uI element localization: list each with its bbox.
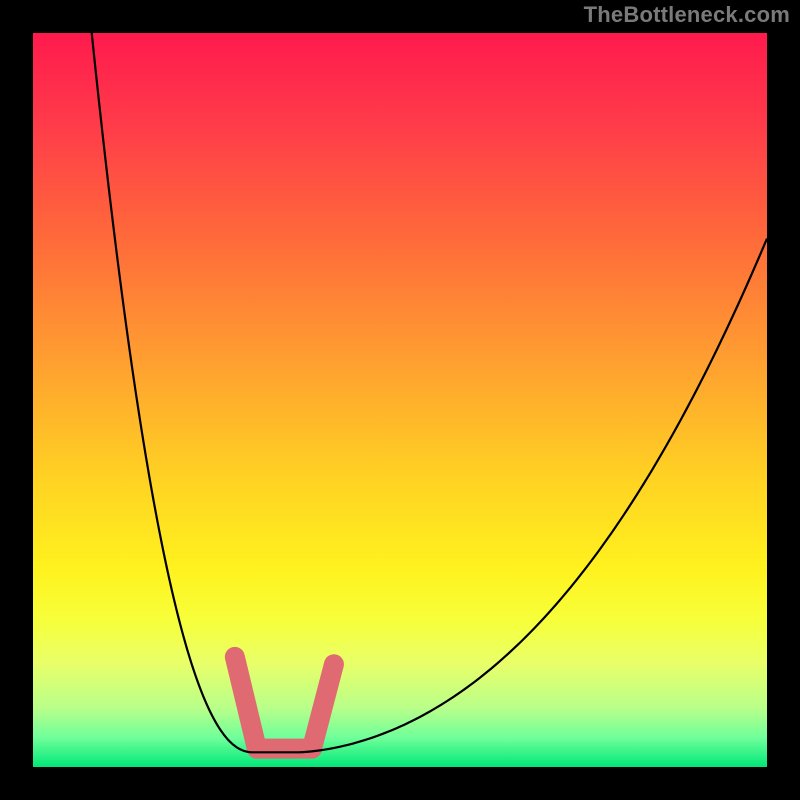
- plot-background: [33, 33, 767, 767]
- bottleneck-curve-chart: [0, 0, 800, 800]
- watermark-text: TheBottleneck.com: [584, 2, 790, 28]
- chart-canvas: TheBottleneck.com: [0, 0, 800, 800]
